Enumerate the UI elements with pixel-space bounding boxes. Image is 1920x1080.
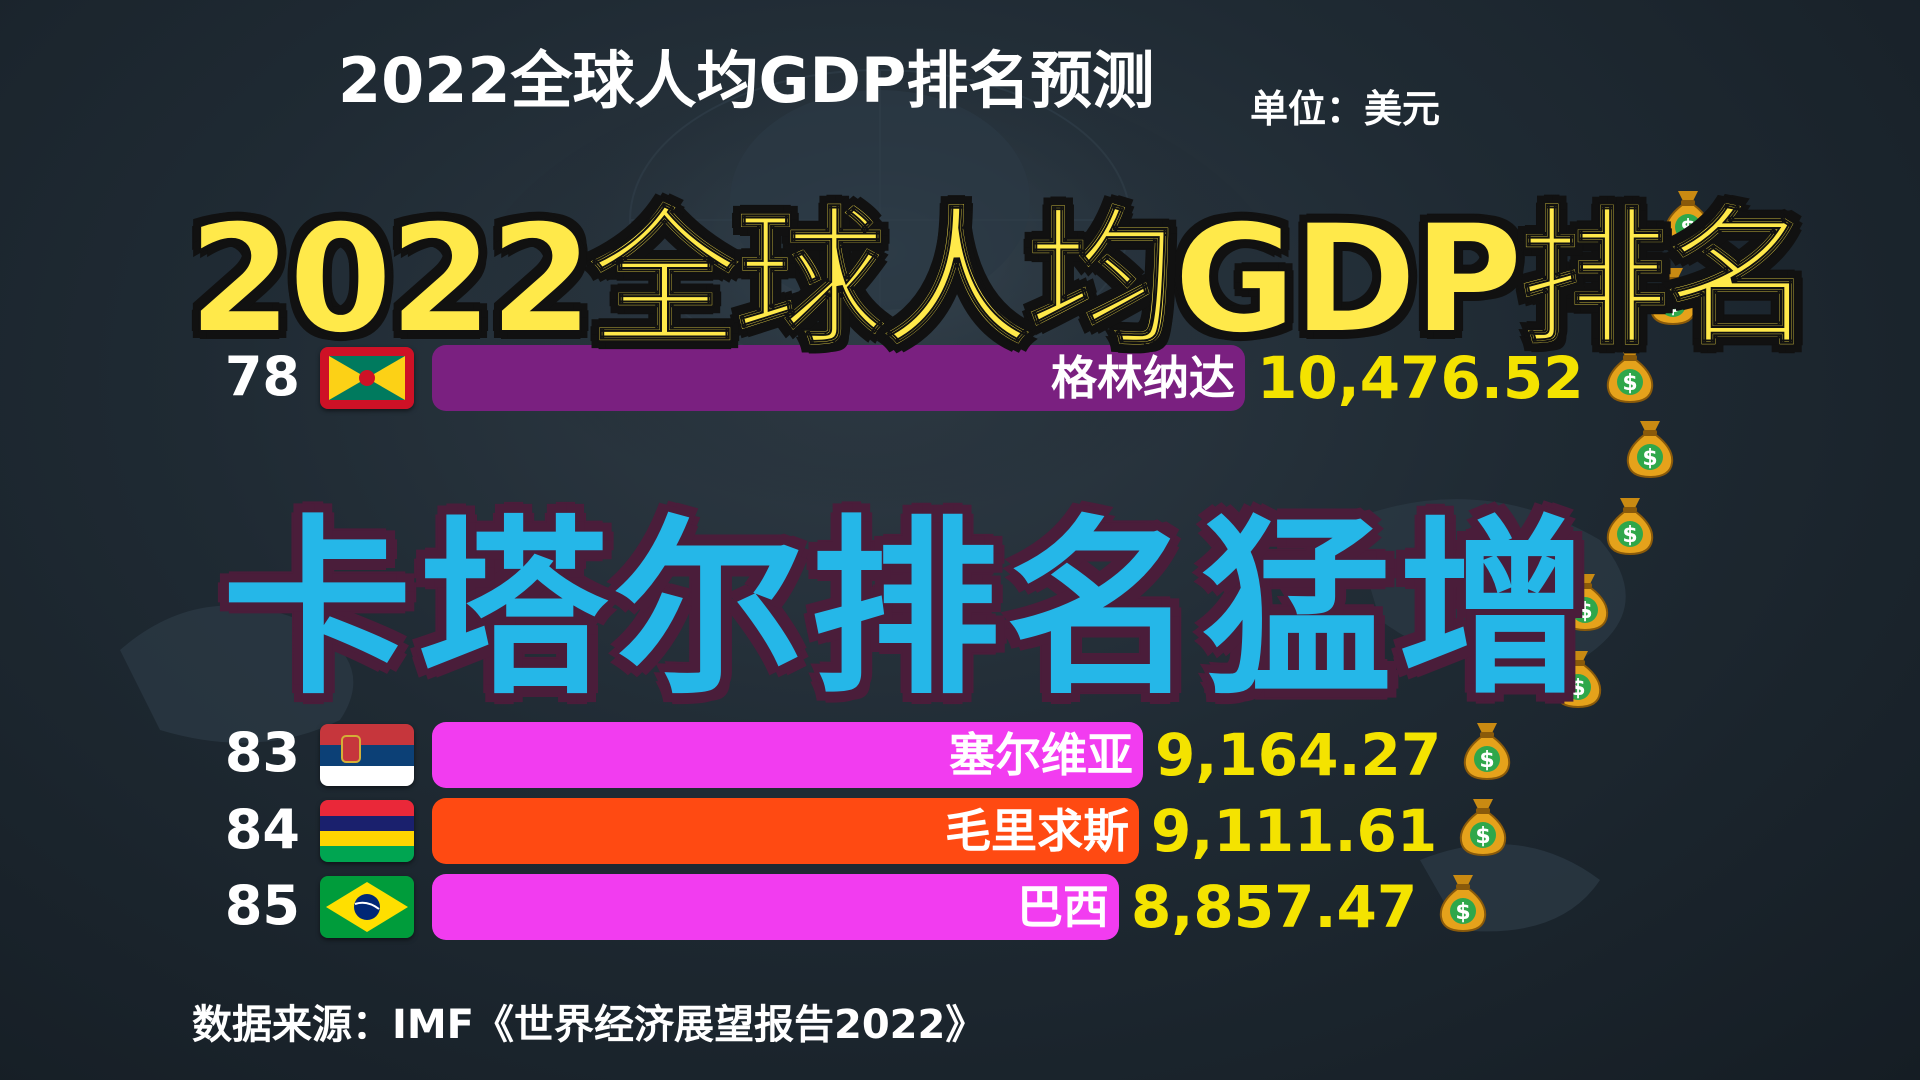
- money-bag-icon: $: [1622, 415, 1678, 479]
- bar-serbia: [432, 722, 1143, 788]
- svg-text:$: $: [1680, 216, 1695, 241]
- grenada-flag: [320, 347, 414, 409]
- svg-text:$: $: [1622, 371, 1637, 396]
- value-label: 10,476.52: [1257, 344, 1584, 412]
- mauritius-flag: [320, 800, 414, 862]
- svg-text:$: $: [1665, 293, 1680, 318]
- value-label: 8,857.47: [1131, 873, 1418, 941]
- svg-text:$: $: [1479, 748, 1494, 773]
- money-bag-icon: $: [1557, 568, 1613, 632]
- svg-text:$: $: [1475, 824, 1490, 849]
- money-bag-icon: $: [1459, 717, 1515, 781]
- brazil-flag: [320, 876, 414, 938]
- value-label: 9,111.61: [1151, 797, 1438, 865]
- money-bag-icon: $: [1660, 185, 1716, 249]
- serbia-flag: [320, 724, 414, 786]
- rank-number: 84: [224, 798, 300, 861]
- rank-number: 83: [224, 721, 300, 784]
- country-label: 塞尔维亚: [949, 728, 1133, 782]
- value-label: 9,164.27: [1155, 721, 1442, 789]
- svg-text:$: $: [1642, 446, 1657, 471]
- overlay-headline: 2022全球人均GDP排名: [187, 192, 1816, 368]
- svg-text:$: $: [1622, 523, 1637, 548]
- country-label: 巴西: [1017, 880, 1109, 934]
- unit-label: 单位：美元: [1250, 87, 1441, 131]
- bar-grenada: [432, 345, 1245, 411]
- money-bag-icon: $: [1550, 645, 1606, 709]
- money-bag-icon: $: [1455, 793, 1511, 857]
- country-label: 毛里求斯: [945, 804, 1129, 858]
- country-label: 格林纳达: [1051, 351, 1235, 405]
- svg-text:$: $: [1570, 676, 1585, 701]
- data-source-note: 数据来源：IMF《世界经济展望报告2022》: [192, 1002, 986, 1048]
- overlay-subheadline: 卡塔尔排名猛增: [222, 499, 1595, 720]
- money-bag-icon: $: [1602, 492, 1658, 556]
- svg-text:$: $: [1577, 599, 1592, 624]
- money-bag-icon: $: [1435, 869, 1491, 933]
- rank-number: 85: [224, 874, 300, 937]
- rank-number: 78: [224, 345, 300, 408]
- money-bag-icon: $: [1602, 340, 1658, 404]
- chart-title: 2022全球人均GDP排名预测: [338, 44, 1155, 117]
- money-bag-icon: $: [1645, 262, 1701, 326]
- bar-brazil: [432, 874, 1119, 940]
- svg-text:$: $: [1455, 900, 1470, 925]
- bar-mauritius: [432, 798, 1139, 864]
